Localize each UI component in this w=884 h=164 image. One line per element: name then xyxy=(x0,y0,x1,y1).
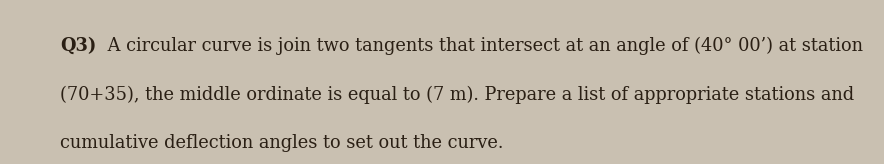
Text: (70+35), the middle ordinate is equal to (7 m). Prepare a list of appropriate st: (70+35), the middle ordinate is equal to… xyxy=(60,86,854,104)
Text: Q3): Q3) xyxy=(60,37,96,55)
Text: cumulative deflection angles to set out the curve.: cumulative deflection angles to set out … xyxy=(60,134,504,152)
Text: A circular curve is join two tangents that intersect at an angle of (40° 00’) at: A circular curve is join two tangents th… xyxy=(102,37,863,55)
